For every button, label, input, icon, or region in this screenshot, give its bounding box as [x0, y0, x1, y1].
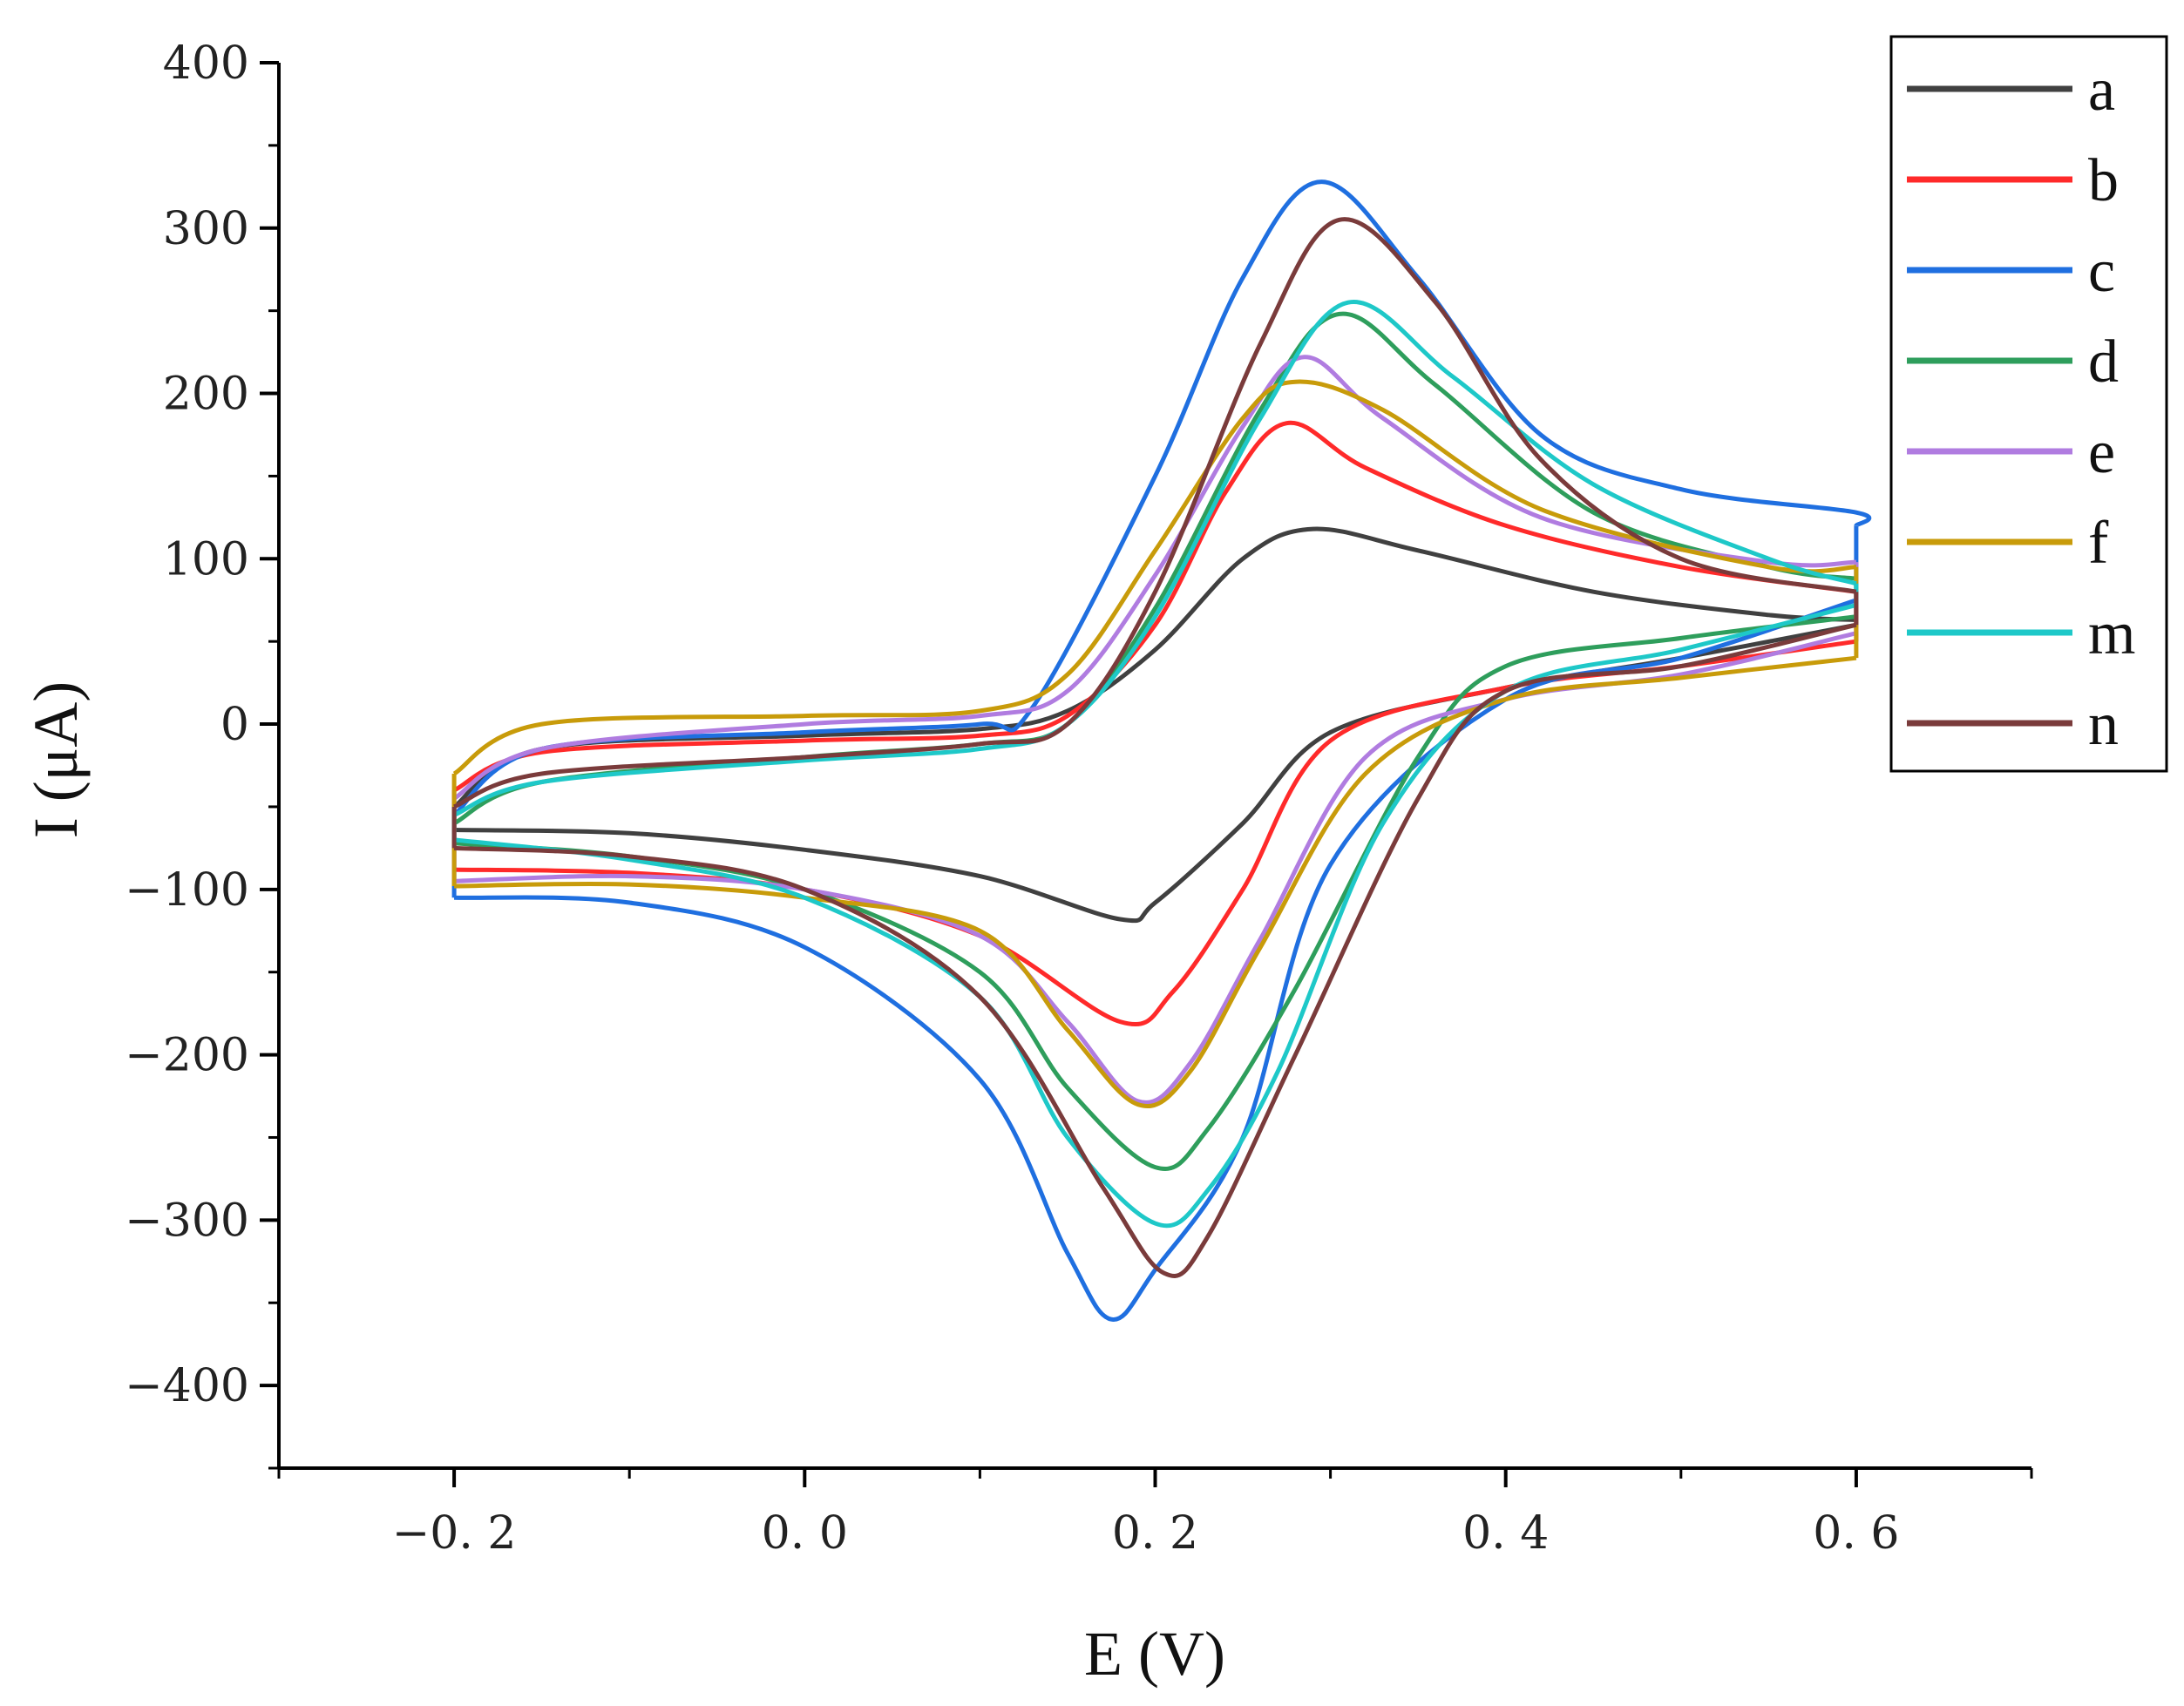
series-d-cathodic-line: [453, 614, 1857, 1171]
series-e-cathodic-line: [454, 631, 1857, 1105]
series-c-anodic-line: [452, 179, 1872, 817]
y-tick-label: 300: [163, 203, 249, 255]
y-tick-label: −400: [125, 1360, 249, 1412]
x-tick-label: 0. 4: [1462, 1507, 1549, 1560]
series-n-anodic-line: [453, 217, 1857, 809]
y-axis-title: I (μA): [21, 681, 91, 839]
legend-label-a: a: [2088, 57, 2115, 124]
series-b-anodic-line: [452, 420, 1857, 793]
series-n-cathodic-line: [453, 622, 1857, 1278]
series-b: [451, 420, 1859, 1027]
series-m-anodic-line: [453, 300, 1857, 817]
x-ticks: −0. 2 0. 0 0. 2 0. 4 0. 6: [277, 1468, 2033, 1560]
series-c-cathodic-line: [454, 598, 1857, 1322]
x-tick-label: −0. 2: [392, 1507, 517, 1560]
legend-label-f: f: [2088, 510, 2109, 577]
series-e-anodic-line: [452, 355, 1856, 801]
series-f-cathodic-line: [454, 655, 1857, 1108]
legend-label-e: e: [2088, 419, 2115, 486]
y-ticks: 400 300 200 100 0 −100 −200 −300 −400: [125, 37, 279, 1470]
series-d-anodic-line: [452, 311, 1857, 826]
axes: 400 300 200 100 0 −100 −200 −300 −400 −0. 2 0. 0 0…: [125, 37, 2033, 1560]
y-tick-label: −300: [125, 1195, 249, 1247]
legend-label-n: n: [2088, 691, 2119, 758]
curves: [451, 179, 1872, 1322]
series-e: [451, 355, 1859, 1105]
series-a-anodic-line: [452, 526, 1857, 809]
x-tick-label: 0. 0: [762, 1507, 848, 1560]
legend-label-b: b: [2088, 147, 2119, 214]
x-tick-label: 0. 2: [1112, 1507, 1198, 1560]
x-tick-label: 0. 6: [1813, 1507, 1899, 1560]
series-c: [451, 179, 1872, 1322]
series-m-cathodic-line: [453, 602, 1857, 1229]
legend-label-m: m: [2088, 600, 2135, 667]
y-tick-label: 200: [163, 369, 249, 421]
x-axis-title: E (V): [1084, 1619, 1225, 1689]
y-tick-label: 0: [220, 699, 249, 751]
series-f-anodic-line: [452, 379, 1856, 776]
legend-label-d: d: [2088, 328, 2119, 396]
y-tick-label: 100: [163, 533, 249, 586]
legend-label-c: c: [2088, 238, 2115, 305]
y-tick-label: −100: [125, 864, 249, 917]
y-tick-label: 400: [163, 37, 249, 90]
series-n: [451, 217, 1859, 1278]
legend-box: [1889, 35, 2168, 773]
y-tick-label: −200: [125, 1030, 249, 1082]
series-b-cathodic-line: [454, 639, 1857, 1027]
